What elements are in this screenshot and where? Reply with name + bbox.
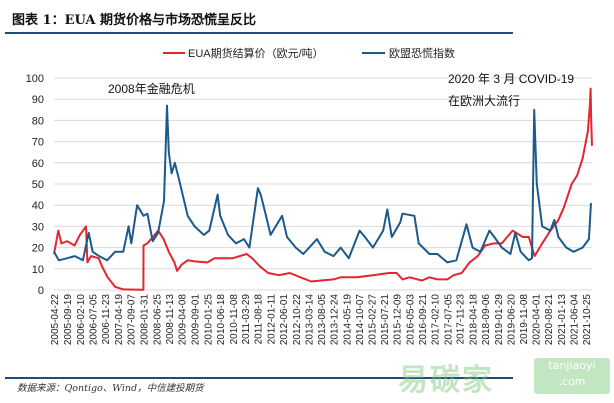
x-tick-label: 2012-01-11 bbox=[267, 294, 278, 345]
x-tick-label: 2020-04-01 bbox=[532, 294, 543, 346]
x-tick-label: 2011-03-29 bbox=[241, 294, 252, 345]
x-tick-label: 2014-05-19 bbox=[342, 294, 353, 346]
x-tick-label: 2014-10-07 bbox=[355, 294, 366, 346]
x-tick-label: 2006-02-10 bbox=[76, 294, 87, 346]
y-tick-label: 90 bbox=[32, 94, 44, 106]
legend-label-eua: EUA期货结算价（欧元/吨） bbox=[188, 46, 324, 60]
x-tick-label: 2019-06-20 bbox=[506, 294, 517, 346]
x-tick-label: 2006-11-23 bbox=[101, 294, 112, 345]
annotation-covid-line2: 在欧洲大流行 bbox=[448, 94, 520, 108]
x-tick-label: 2008-06-25 bbox=[152, 294, 163, 346]
source-note: 数据来源：Qontigo、Wind，中信建投期货 bbox=[17, 383, 204, 394]
x-tick-label: 2013-03-14 bbox=[304, 294, 315, 346]
watermark-logo: 易碳家 bbox=[398, 363, 494, 398]
x-tick-label: 2013-12-24 bbox=[330, 294, 341, 346]
series-line-fear-index bbox=[53, 104, 592, 264]
x-tick-label: 2020-08-21 bbox=[544, 294, 555, 346]
y-tick-label: 30 bbox=[32, 221, 44, 233]
x-tick-label: 2018-04-18 bbox=[469, 294, 480, 346]
x-tick-label: 2017-02-10 bbox=[430, 294, 441, 346]
x-tick-label: 2008-11-13 bbox=[165, 294, 176, 345]
x-tick-label: 2015-07-21 bbox=[380, 294, 391, 346]
y-tick-label: 40 bbox=[32, 200, 44, 212]
x-tick-label: 2010-11-08 bbox=[229, 294, 240, 345]
x-tick-label: 2017-11-23 bbox=[456, 294, 467, 345]
x-tick-label: 2016-05-03 bbox=[406, 294, 417, 346]
x-tick-label: 2021-06-04 bbox=[569, 294, 580, 346]
x-tick-label: 2009-04-08 bbox=[178, 294, 189, 346]
x-tick-label: 2010-01-25 bbox=[203, 294, 214, 346]
x-tick-label: 2021-01-13 bbox=[557, 294, 568, 346]
x-tick-label: 2008-01-31 bbox=[139, 294, 150, 346]
legend-label-fear-index: 欧盟恐慌指数 bbox=[389, 46, 455, 60]
figure-title: 图表 1：EUA 期货价格与市场恐慌呈反比 bbox=[12, 13, 257, 28]
x-tick-label: 2013-08-05 bbox=[317, 294, 328, 346]
y-tick-label: 0 bbox=[38, 285, 44, 297]
y-tick-label: 80 bbox=[32, 115, 44, 127]
y-tick-label: 50 bbox=[32, 179, 44, 191]
title-divider bbox=[5, 32, 513, 34]
x-tick-label: 2015-02-27 bbox=[367, 294, 378, 346]
watermark-site: tanjiaoyi .com bbox=[534, 358, 610, 394]
x-tick-label: 2010-06-18 bbox=[216, 294, 227, 346]
x-tick-label: 2016-09-21 bbox=[418, 294, 429, 346]
source-divider bbox=[5, 377, 513, 379]
y-tick-label: 10 bbox=[32, 264, 44, 276]
y-tick-label: 70 bbox=[32, 137, 44, 149]
y-tick-label: 20 bbox=[32, 243, 44, 255]
y-tick-label: 60 bbox=[32, 158, 44, 170]
legend: EUA期货结算价（欧元/吨） 欧盟恐慌指数 bbox=[163, 46, 455, 60]
x-tick-label: 2006-07-05 bbox=[89, 294, 100, 346]
chart: EUA期货结算价（欧元/吨） 欧盟恐慌指数 0 10 20 30 40 50 60 70 80 9… bbox=[26, 46, 593, 346]
x-tick-label: 2012-10-22 bbox=[292, 294, 303, 346]
x-tick-label: 2015-12-09 bbox=[393, 294, 404, 346]
y-tick-label: 100 bbox=[26, 73, 44, 85]
x-tick-label: 2005-04-22 bbox=[50, 294, 61, 346]
annotation-2008-crisis: 2008年金融危机 bbox=[108, 81, 195, 96]
x-tick-label: 2009-09-01 bbox=[191, 294, 202, 346]
annotation-covid-line1: 2020 年 3 月 COVID-19 bbox=[448, 72, 574, 86]
x-tick-label: 2011-08-18 bbox=[254, 294, 265, 345]
x-tick-label: 2021-10-25 bbox=[582, 294, 593, 346]
x-tick-label: 2007-09-07 bbox=[127, 294, 138, 346]
x-tick-label: 2018-09-06 bbox=[481, 294, 492, 346]
x-tick-label: 2005-09-19 bbox=[63, 294, 74, 346]
x-tick-label: 2007-04-19 bbox=[114, 294, 125, 346]
series-line-eua bbox=[53, 87, 593, 291]
x-tick-label: 2019-11-08 bbox=[519, 294, 530, 345]
x-tick-label: 2019-01-29 bbox=[494, 294, 505, 346]
x-tick-label: 2017-07-05 bbox=[443, 294, 454, 346]
x-tick-label: 2012-06-01 bbox=[279, 294, 290, 346]
